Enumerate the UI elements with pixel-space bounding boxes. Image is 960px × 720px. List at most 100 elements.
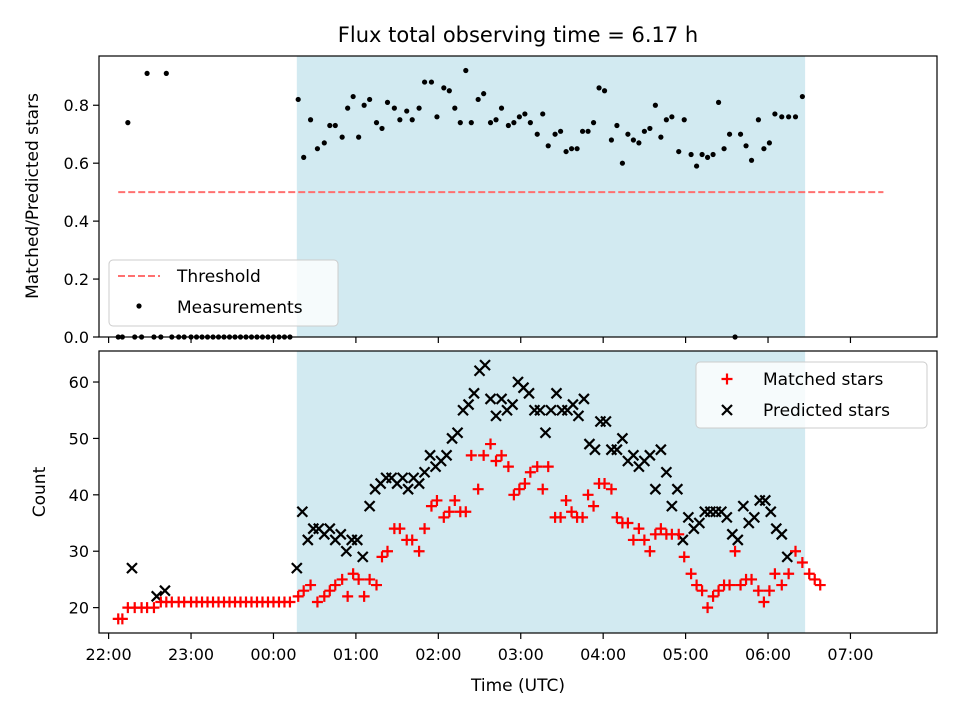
predicted-star-point xyxy=(567,398,579,411)
y-tick-label: 30 xyxy=(69,542,89,561)
predicted-star-point xyxy=(356,551,369,563)
count-y-axis: 20 30 40 50 60 xyxy=(69,373,99,618)
measurement-point xyxy=(441,85,447,91)
predicted-star-point xyxy=(291,562,303,574)
x-tick-label: 04:00 xyxy=(580,645,626,664)
matched-star-point xyxy=(438,511,450,523)
matched-star-point xyxy=(622,517,634,529)
matched-star-point xyxy=(566,506,578,518)
predicted-star-point xyxy=(572,410,585,422)
matched-star-point xyxy=(577,511,589,523)
measurement-point xyxy=(715,99,722,105)
measurement-point xyxy=(614,122,620,129)
measurement-point xyxy=(601,88,608,94)
measurement-point xyxy=(737,131,744,137)
predicted-star-point xyxy=(627,449,640,462)
matched-star-point xyxy=(524,466,536,478)
measurement-point xyxy=(428,79,435,85)
measurement-point xyxy=(409,117,415,123)
matched-star-point xyxy=(633,523,645,535)
matched-star-point xyxy=(685,568,697,580)
matched-star-point xyxy=(531,461,543,473)
measurement-point xyxy=(345,105,351,111)
matched-star-point xyxy=(508,489,520,501)
measurement-point xyxy=(434,114,440,120)
predicted-star-point xyxy=(506,398,519,411)
predicted-star-point xyxy=(737,500,750,512)
measurement-point xyxy=(367,96,373,103)
predicted-star-point xyxy=(490,410,502,422)
measurement-point xyxy=(681,117,687,123)
matched-star-point xyxy=(284,596,296,608)
figure-title: Flux total observing time = 6.17 h xyxy=(338,23,698,47)
measurement-point xyxy=(379,125,385,132)
predicted-star-point xyxy=(468,387,480,400)
measurement-point xyxy=(552,131,558,137)
matched-star-point xyxy=(678,551,690,563)
y-tick-label: 0.2 xyxy=(64,270,89,289)
measurement-point xyxy=(125,120,131,126)
matched-star-point xyxy=(371,579,383,591)
measurement-point xyxy=(356,134,362,140)
matched-star-point xyxy=(502,461,514,473)
predicted-star-point xyxy=(550,387,563,400)
predicted-star-point xyxy=(666,500,678,512)
predicted-star-point xyxy=(693,517,706,529)
predicted-star-point xyxy=(340,545,353,557)
matched-star-point xyxy=(305,579,317,591)
measurement-point xyxy=(307,117,314,123)
matched-star-point xyxy=(796,557,808,568)
measurement-point xyxy=(384,99,391,105)
matched-star-point xyxy=(649,528,661,540)
measurement-point xyxy=(641,128,647,134)
measurement-point xyxy=(596,85,602,91)
measurement-point xyxy=(647,125,653,132)
measurement-point xyxy=(710,151,716,158)
matched-star-point xyxy=(696,585,708,597)
measurement-point xyxy=(339,134,345,140)
measurement-point xyxy=(625,131,631,137)
matched-star-point xyxy=(472,483,484,495)
matched-star-point xyxy=(381,545,393,557)
predicted-star-point xyxy=(413,477,425,490)
y-tick-label: 50 xyxy=(69,429,89,448)
matched-star-point xyxy=(485,438,497,450)
matched-star-point xyxy=(627,534,639,546)
measurement-point xyxy=(516,114,522,120)
matched-star-point xyxy=(707,590,719,602)
predicted-star-point xyxy=(462,398,475,411)
measurement-point xyxy=(457,120,463,126)
predicted-star-point xyxy=(589,443,601,456)
matched-star-point xyxy=(292,590,304,602)
measurement-point xyxy=(446,88,452,94)
predicted-star-point xyxy=(159,584,171,597)
matched-star-point xyxy=(311,596,323,608)
predicted-star-point xyxy=(721,511,733,524)
predicted-star-point xyxy=(495,393,508,405)
legend-matched-label: Matched stars xyxy=(763,370,883,390)
x-tick-label: 06:00 xyxy=(745,645,791,664)
measurement-point xyxy=(163,70,169,76)
measurement-point xyxy=(585,128,591,134)
measurement-point xyxy=(669,114,675,120)
measurement-point xyxy=(766,140,773,146)
measurement-point xyxy=(748,157,755,163)
matched-star-point xyxy=(336,573,348,585)
legend-threshold-label: Threshold xyxy=(176,267,261,287)
measurement-point xyxy=(568,146,575,152)
measurement-point xyxy=(505,122,511,129)
matched-star-point xyxy=(582,489,594,501)
matched-star-point xyxy=(537,483,549,495)
matched-star-point xyxy=(655,523,667,535)
legend-x-marker xyxy=(721,404,733,416)
measurement-point xyxy=(619,160,626,166)
matched-star-point xyxy=(519,478,531,490)
matched-star-point xyxy=(758,596,770,608)
matched-star-point xyxy=(776,579,788,591)
predicted-star-point xyxy=(534,404,546,416)
x-tick-label: 05:00 xyxy=(663,645,709,664)
matched-star-point xyxy=(116,613,128,625)
ratio-legend-box xyxy=(108,259,339,327)
matched-star-point xyxy=(746,573,758,585)
predicted-star-point xyxy=(335,528,347,541)
